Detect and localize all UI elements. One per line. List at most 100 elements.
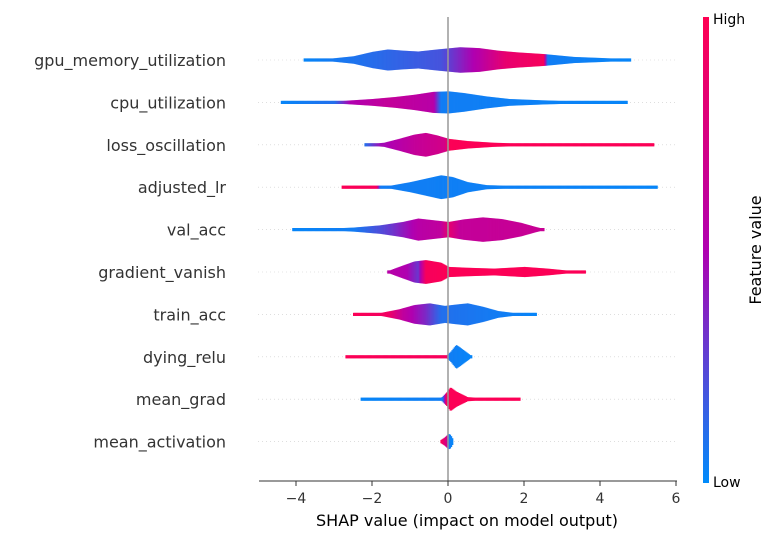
- violin-slice: [418, 51, 421, 69]
- violin-slice: [349, 185, 352, 189]
- violin-slice: [625, 185, 627, 189]
- violin-slice: [411, 305, 413, 323]
- violin-slice: [364, 226, 366, 233]
- violin-slice: [536, 267, 539, 277]
- violin-slice: [544, 185, 547, 189]
- violin-slice: [470, 218, 472, 241]
- violin-slice: [539, 228, 542, 232]
- violin-slice: [453, 304, 455, 324]
- violin-slice: [419, 51, 422, 69]
- violin-slice: [326, 100, 328, 104]
- violin-slice: [530, 225, 532, 234]
- violin-slice: [551, 143, 553, 147]
- violin-slice: [408, 135, 411, 154]
- violin-slice: [353, 227, 356, 232]
- violin-slice: [553, 143, 556, 147]
- violin-slice: [385, 355, 387, 359]
- violin-slice: [537, 100, 539, 105]
- violin-slice: [579, 143, 582, 147]
- violin-slice: [450, 436, 453, 448]
- violin-slice: [459, 140, 461, 150]
- violin-slice: [471, 94, 473, 111]
- violin-slice: [497, 397, 499, 401]
- violin-slice: [357, 312, 360, 316]
- violin-slice: [437, 135, 439, 154]
- violin-slice: [315, 100, 317, 104]
- violin-slice: [570, 143, 573, 147]
- violin-slice: [514, 312, 517, 316]
- violin-slice: [454, 345, 457, 368]
- violin-slice: [435, 176, 437, 198]
- violin-slice: [301, 100, 303, 104]
- violin-slice: [386, 97, 389, 108]
- violin-slice: [399, 266, 402, 278]
- violin-slice: [467, 397, 470, 402]
- violin-slice: [391, 140, 394, 149]
- violin-slice: [512, 143, 515, 147]
- violin-slice: [420, 133, 422, 156]
- violin-slice: [537, 267, 540, 277]
- violin-slice: [456, 47, 458, 73]
- violin-slice: [413, 355, 416, 359]
- violin-slice: [308, 228, 310, 232]
- violin-slice: [411, 135, 413, 155]
- violin-slice: [486, 49, 488, 71]
- violin-slice: [387, 397, 390, 401]
- violin-slice: [364, 143, 366, 147]
- violin-slice: [484, 268, 486, 276]
- violin-slice: [360, 397, 363, 401]
- violin-slice: [512, 267, 515, 277]
- violin-slice: [386, 142, 388, 148]
- violin-slice: [595, 100, 597, 104]
- violin-slice: [343, 57, 346, 63]
- violin-slice: [530, 143, 533, 147]
- violin-slice: [614, 185, 616, 189]
- violin-slice: [492, 397, 495, 401]
- violin-slice: [340, 57, 342, 63]
- violin-slice: [449, 139, 452, 151]
- violin-slice: [366, 143, 369, 147]
- violin-slice: [417, 355, 419, 359]
- violin-slice: [613, 58, 616, 62]
- violin-slice: [317, 100, 319, 104]
- violin-slice: [472, 304, 475, 325]
- violin-slice: [319, 100, 322, 104]
- violin-slice: [381, 98, 383, 107]
- violin-slice: [444, 436, 447, 447]
- violin-slice: [430, 177, 433, 197]
- violin-slice: [467, 93, 470, 112]
- violin-slice: [377, 397, 380, 401]
- violin-slice: [378, 50, 381, 70]
- violin-slice: [415, 94, 417, 111]
- violin-slice: [408, 182, 411, 193]
- violin-slice: [414, 304, 417, 324]
- violin-slice: [488, 49, 490, 71]
- violin-slice: [515, 99, 518, 106]
- violin-slice: [365, 226, 367, 233]
- violin-slice: [547, 54, 550, 66]
- violin-slice: [338, 100, 341, 104]
- violin-slice: [371, 312, 373, 316]
- violin-slice: [371, 143, 373, 147]
- violin-slice: [411, 219, 414, 240]
- violin-slice: [648, 185, 650, 189]
- violin-slice: [284, 100, 286, 104]
- violin-slice: [596, 143, 599, 147]
- violin-slice: [414, 219, 416, 240]
- violin-slice: [544, 143, 547, 147]
- violin-slice: [504, 219, 506, 240]
- violin-slice: [434, 91, 437, 114]
- violin-slice: [309, 228, 311, 232]
- violin-slice: [516, 397, 519, 401]
- violin-slice: [328, 100, 331, 104]
- violin-slice: [397, 96, 399, 109]
- violin-slice: [534, 185, 536, 189]
- violin-slice: [581, 57, 584, 63]
- violin-slice: [444, 393, 447, 405]
- violin-slice: [398, 397, 400, 401]
- violin-slice: [329, 228, 332, 232]
- violin-slice: [436, 261, 438, 283]
- violin-slice: [496, 218, 498, 241]
- colorbar-title: Feature value: [746, 195, 765, 304]
- violin-slice: [519, 143, 521, 147]
